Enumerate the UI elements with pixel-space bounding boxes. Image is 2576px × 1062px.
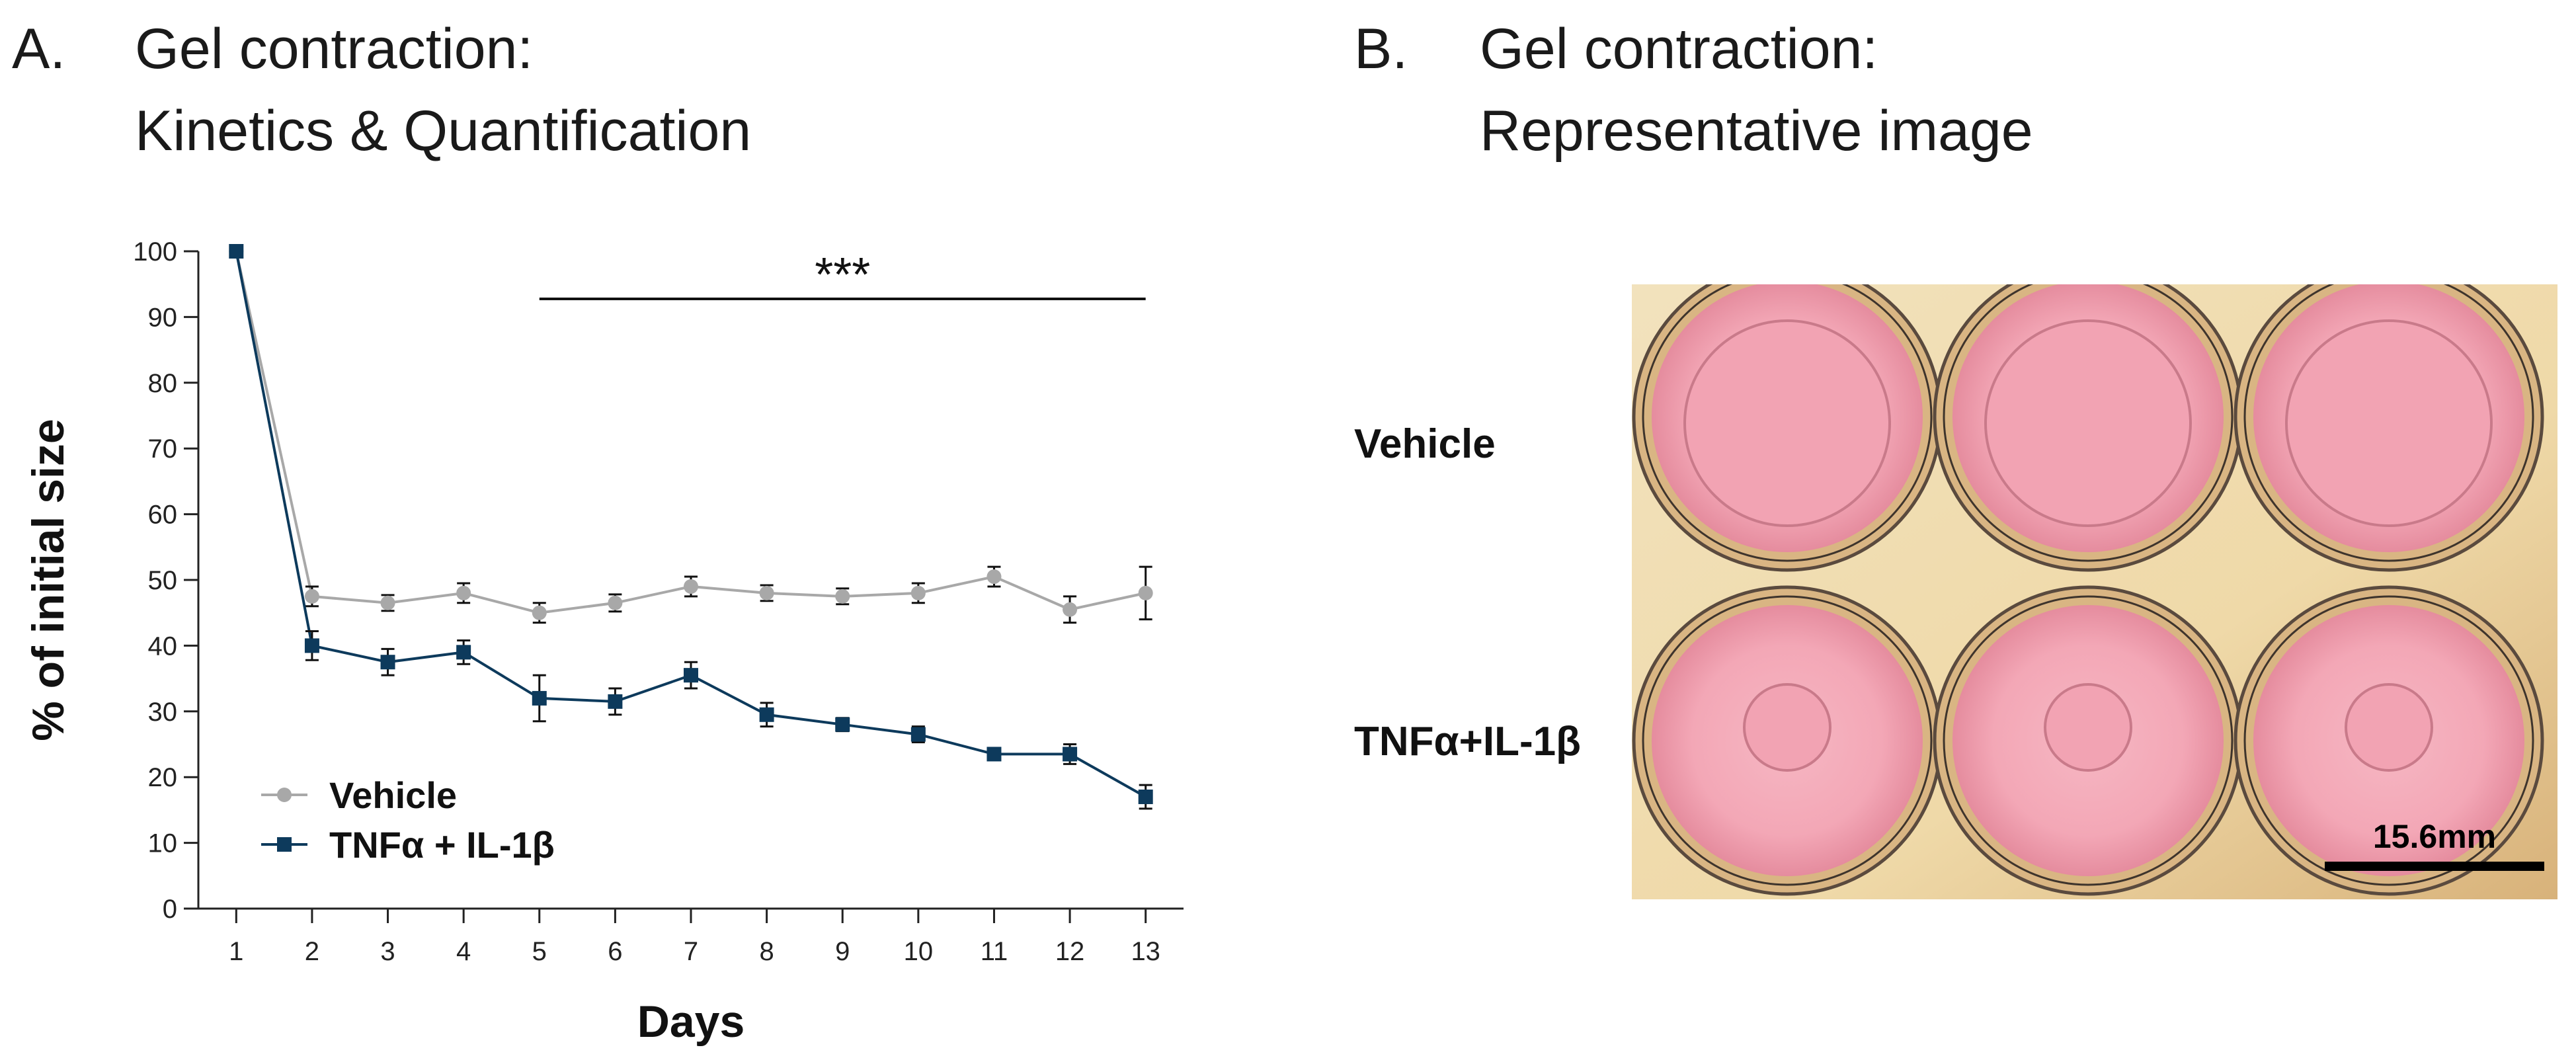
- data-point-vehicle: [380, 595, 395, 610]
- data-point-vehicle: [532, 605, 547, 620]
- series-line-1: [235, 251, 1147, 798]
- panel-a-title-line2: Kinetics & Quantification: [135, 99, 752, 163]
- x-tick-label: 2: [305, 937, 319, 966]
- tnf-gel: [2345, 683, 2433, 772]
- panel-b-title-line1: Gel contraction:: [1480, 17, 1878, 81]
- x-axis-label: Days: [637, 997, 745, 1047]
- legend-label-1: TNFα + IL-1β: [329, 824, 555, 866]
- panel-b-letter: B.: [1354, 17, 1408, 81]
- x-tick-label: 3: [380, 937, 395, 966]
- data-point-tnf: [835, 717, 850, 732]
- data-point-vehicle: [910, 585, 926, 600]
- wells-group: [1632, 284, 2544, 896]
- data-point-vehicle: [1063, 602, 1078, 617]
- y-tick-label: 20: [148, 763, 178, 792]
- well-inner-rim: [1943, 595, 2234, 886]
- x-tick-label: 12: [1055, 937, 1085, 966]
- well-inner-rim: [1642, 595, 1933, 886]
- well-plate-photo: 15.6mm: [1632, 284, 2557, 899]
- series-line-0: [235, 251, 1147, 614]
- x-tick-label: 13: [1131, 937, 1160, 966]
- legend-marker-tnf: [277, 837, 292, 852]
- panel-b-title-line2: Representative image: [1480, 99, 2033, 163]
- y-axis-label: % of initial size: [23, 419, 73, 741]
- y-tick-label: 0: [163, 895, 177, 924]
- well-inner-rim: [2243, 595, 2534, 886]
- panel-a-title-line1: Gel contraction:: [135, 17, 534, 81]
- x-tick-label: 10: [904, 937, 934, 966]
- x-tick-label: 4: [456, 937, 471, 966]
- data-point-tnf: [608, 694, 623, 709]
- row-label-vehicle: Vehicle: [1354, 421, 1496, 467]
- y-tick-label: 30: [148, 698, 178, 727]
- data-point-vehicle: [608, 595, 623, 610]
- x-tick-label: 7: [684, 937, 698, 966]
- data-point-vehicle: [835, 589, 850, 604]
- legend-label-0: Vehicle: [329, 774, 457, 816]
- data-point-tnf: [229, 244, 244, 259]
- significance-label: ***: [815, 249, 870, 302]
- data-point-tnf: [304, 638, 319, 653]
- legend-marker-vehicle: [277, 788, 292, 802]
- x-tick-label: 6: [608, 937, 622, 966]
- x-tick-label: 11: [981, 937, 1008, 966]
- scale-bar-label: 15.6mm: [2373, 818, 2496, 855]
- y-tick-label: 40: [148, 632, 178, 661]
- data-point-vehicle: [304, 589, 319, 604]
- x-tick-label: 5: [532, 937, 547, 966]
- y-tick-label: 90: [148, 303, 178, 332]
- data-point-tnf: [759, 707, 774, 722]
- tnf-gel: [2044, 683, 2132, 772]
- data-point-vehicle: [759, 585, 774, 600]
- tnf-gel: [1743, 683, 1831, 772]
- row-label-tnf: TNFα+IL-1β: [1354, 719, 1581, 764]
- data-point-tnf: [1063, 747, 1078, 762]
- vehicle-gel: [2285, 319, 2493, 527]
- y-tick-label: 50: [148, 566, 178, 595]
- data-point-vehicle: [986, 569, 1002, 585]
- data-point-tnf: [910, 727, 926, 742]
- data-point-vehicle: [1138, 585, 1153, 600]
- data-point-tnf: [684, 668, 698, 683]
- data-point-tnf: [380, 655, 395, 670]
- well-inner-rim: [1642, 284, 1933, 562]
- data-point-tnf: [456, 645, 471, 660]
- data-point-tnf: [986, 747, 1002, 762]
- data-point-tnf: [532, 690, 547, 706]
- panel-a-letter: A.: [12, 17, 66, 81]
- x-tick-label: 1: [229, 937, 243, 966]
- vehicle-gel: [1683, 319, 1891, 527]
- y-tick-label: 100: [133, 237, 177, 266]
- data-point-tnf: [1138, 790, 1153, 805]
- y-tick-label: 60: [148, 501, 178, 530]
- x-tick-label: 9: [835, 937, 850, 966]
- representative-well-plate-image: 15.6mm: [1632, 284, 2557, 899]
- y-tick-label: 10: [148, 829, 178, 858]
- y-tick-label: 80: [148, 369, 178, 398]
- well-inner-rim: [1943, 284, 2234, 562]
- vehicle-gel: [1984, 319, 2192, 527]
- x-tick-label: 8: [759, 937, 774, 966]
- y-tick-label: 70: [148, 434, 178, 464]
- data-point-vehicle: [456, 585, 471, 600]
- data-point-vehicle: [684, 579, 698, 594]
- well-inner-rim: [2243, 284, 2534, 562]
